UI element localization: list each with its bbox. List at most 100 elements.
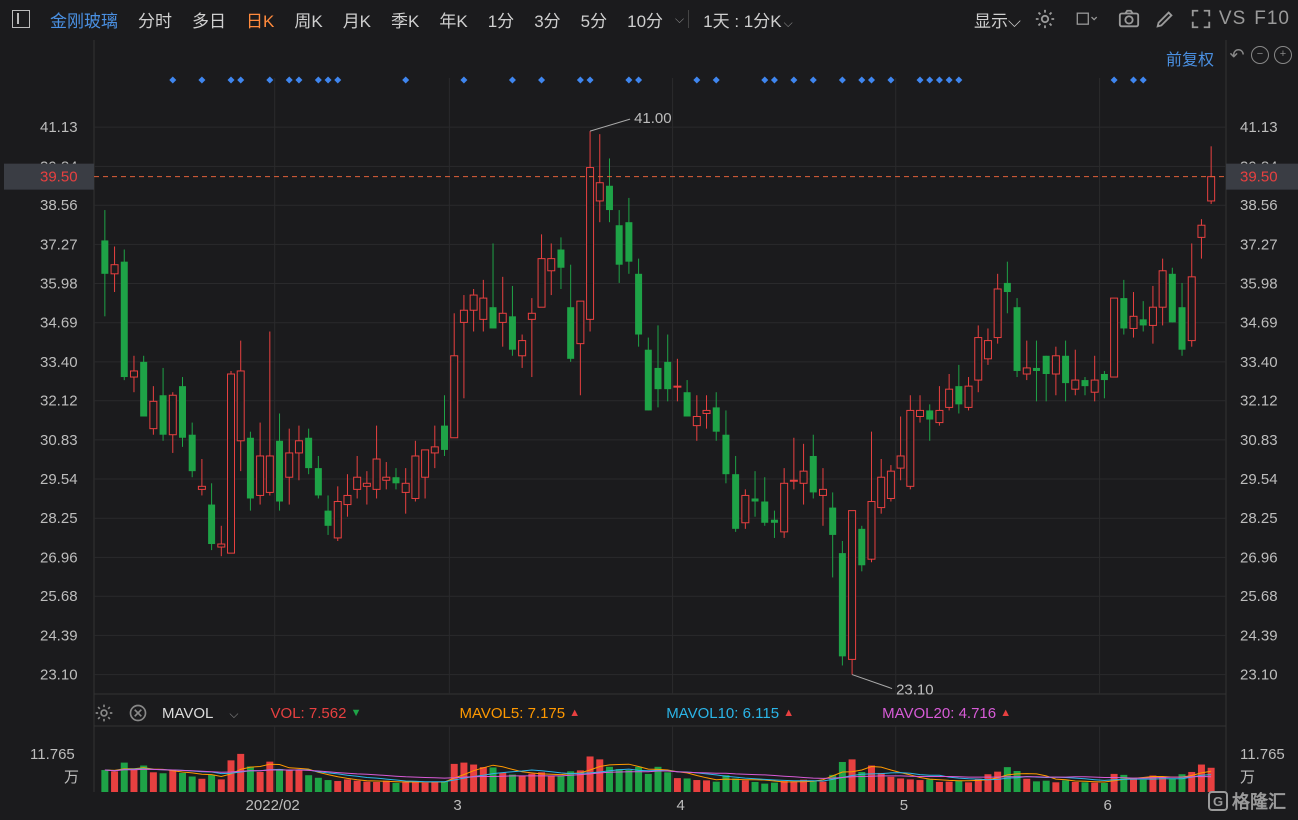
tab-3min[interactable]: 3分 bbox=[534, 11, 561, 31]
signal-dot bbox=[625, 76, 633, 84]
candle-body bbox=[236, 370, 245, 442]
volume-bar bbox=[305, 775, 313, 792]
candle-body bbox=[256, 455, 265, 496]
candle-body bbox=[1187, 276, 1196, 342]
volume-bar bbox=[499, 772, 507, 792]
volume-axis-top-right: 11.765 bbox=[1240, 746, 1285, 763]
candle-body bbox=[1197, 224, 1206, 238]
volume-bar bbox=[605, 766, 613, 792]
volume-bar bbox=[557, 775, 565, 792]
candle-body bbox=[120, 261, 128, 378]
volume-bar bbox=[1130, 777, 1138, 792]
signal-dot bbox=[926, 76, 934, 84]
price-tick-left: 35.98 bbox=[40, 276, 78, 293]
undo-icon[interactable]: ↶ bbox=[1229, 45, 1245, 65]
settings-gear-icon[interactable] bbox=[1034, 8, 1056, 30]
volume-bar bbox=[877, 772, 885, 792]
volume-bar bbox=[770, 782, 778, 792]
candle-body bbox=[1178, 307, 1186, 350]
price-tick-right: 29.54 bbox=[1240, 471, 1278, 488]
x-axis-label: 4 bbox=[677, 797, 685, 814]
logo-g-icon: G bbox=[1208, 791, 1228, 811]
symbol-toggle-icon[interactable] bbox=[12, 10, 30, 28]
price-tick-right: 30.83 bbox=[1240, 432, 1278, 449]
f10-button[interactable]: F10 bbox=[1254, 8, 1290, 29]
volume-bar bbox=[518, 775, 526, 792]
zoom-in-icon[interactable]: + bbox=[1274, 46, 1292, 64]
candle-body bbox=[799, 470, 808, 484]
volume-bar bbox=[838, 761, 846, 792]
right-toolbar: 显示⌵ VS F10 bbox=[968, 0, 1298, 38]
up-arrow-icon: ▲ bbox=[569, 707, 581, 719]
fullscreen-icon[interactable] bbox=[1190, 8, 1212, 30]
close-indicator-icon[interactable] bbox=[128, 703, 148, 723]
candle-body bbox=[324, 510, 332, 526]
volume-bar bbox=[373, 781, 381, 792]
volume-bar bbox=[683, 778, 691, 792]
signal-dot bbox=[1110, 76, 1118, 84]
signal-dot bbox=[1130, 76, 1138, 84]
signal-dot bbox=[887, 76, 895, 84]
candle-body bbox=[227, 373, 236, 554]
signal-dot bbox=[838, 76, 846, 84]
zoom-out-icon[interactable]: − bbox=[1251, 46, 1269, 64]
volume-bar bbox=[1149, 775, 1157, 792]
tab-multi-day[interactable]: 多日 bbox=[192, 11, 226, 31]
indicator-settings-gear-icon[interactable] bbox=[94, 703, 114, 723]
tab-fenshi[interactable]: 分时 bbox=[138, 11, 172, 31]
volume-bar bbox=[625, 770, 633, 792]
camera-icon[interactable] bbox=[1118, 8, 1140, 30]
tab-weekly-k[interactable]: 周K bbox=[294, 11, 323, 31]
volume-bar bbox=[479, 767, 487, 792]
volume-bar bbox=[955, 781, 963, 792]
interval-select[interactable]: 1天 : 1分K ⌵ bbox=[693, 7, 803, 32]
volume-bar bbox=[382, 780, 390, 792]
volume-bar bbox=[276, 769, 284, 792]
indicator-select[interactable]: MAVOL ⌵ bbox=[162, 705, 239, 722]
price-tick-left: 29.54 bbox=[40, 471, 78, 488]
candle-body bbox=[188, 434, 196, 472]
candle-body bbox=[935, 409, 944, 424]
display-menu[interactable]: 显示⌵ bbox=[968, 7, 1027, 32]
adjust-mode-button[interactable]: 前复权 bbox=[1165, 52, 1214, 69]
tab-quarterly-k[interactable]: 季K bbox=[391, 11, 420, 31]
volume-bar bbox=[227, 760, 235, 792]
volume-bar bbox=[411, 781, 419, 792]
layout-square-icon[interactable] bbox=[1070, 8, 1104, 30]
volume-bar bbox=[935, 781, 943, 792]
price-tick-left: 41.13 bbox=[40, 119, 78, 136]
volume-bar bbox=[237, 753, 245, 792]
candle-body bbox=[838, 553, 846, 657]
more-periods-chevron-icon[interactable]: ⌵ bbox=[675, 11, 685, 26]
tab-10min[interactable]: 10分 bbox=[627, 11, 664, 31]
draw-pen-icon[interactable] bbox=[1154, 8, 1176, 30]
tab-daily-k[interactable]: 日K bbox=[246, 11, 275, 31]
chevron-down-icon: ⌵ bbox=[229, 706, 239, 721]
price-tick-left: 33.40 bbox=[40, 354, 78, 371]
tab-monthly-k[interactable]: 月K bbox=[342, 11, 372, 31]
vs-button[interactable]: VS bbox=[1218, 8, 1247, 29]
stock-name[interactable]: 金刚玻璃 bbox=[50, 11, 118, 31]
price-tick-left: 37.27 bbox=[40, 236, 78, 253]
candle-body bbox=[1071, 379, 1080, 390]
signal-dot bbox=[916, 76, 924, 84]
mavol20-label: MAVOL20: bbox=[882, 704, 955, 722]
high-leader-line bbox=[589, 118, 631, 132]
volume-bar bbox=[1032, 781, 1040, 792]
candle-body bbox=[780, 482, 789, 533]
tab-1min[interactable]: 1分 bbox=[487, 11, 515, 31]
tab-yearly-k[interactable]: 年K bbox=[439, 11, 468, 31]
signal-dot bbox=[586, 76, 594, 84]
candle-body bbox=[305, 437, 313, 469]
tab-5min[interactable]: 5分 bbox=[580, 11, 608, 31]
volume-bar bbox=[159, 773, 167, 792]
candle-body bbox=[421, 449, 430, 478]
candle-body bbox=[392, 477, 400, 484]
volume-bar bbox=[1207, 767, 1215, 792]
chevron-down-icon: ⌵ bbox=[1008, 11, 1021, 31]
candle-body bbox=[537, 258, 546, 308]
candle-body bbox=[1042, 355, 1050, 374]
vol-label: VOL: bbox=[270, 704, 305, 722]
mavol10-value: 6.115 bbox=[742, 704, 780, 722]
